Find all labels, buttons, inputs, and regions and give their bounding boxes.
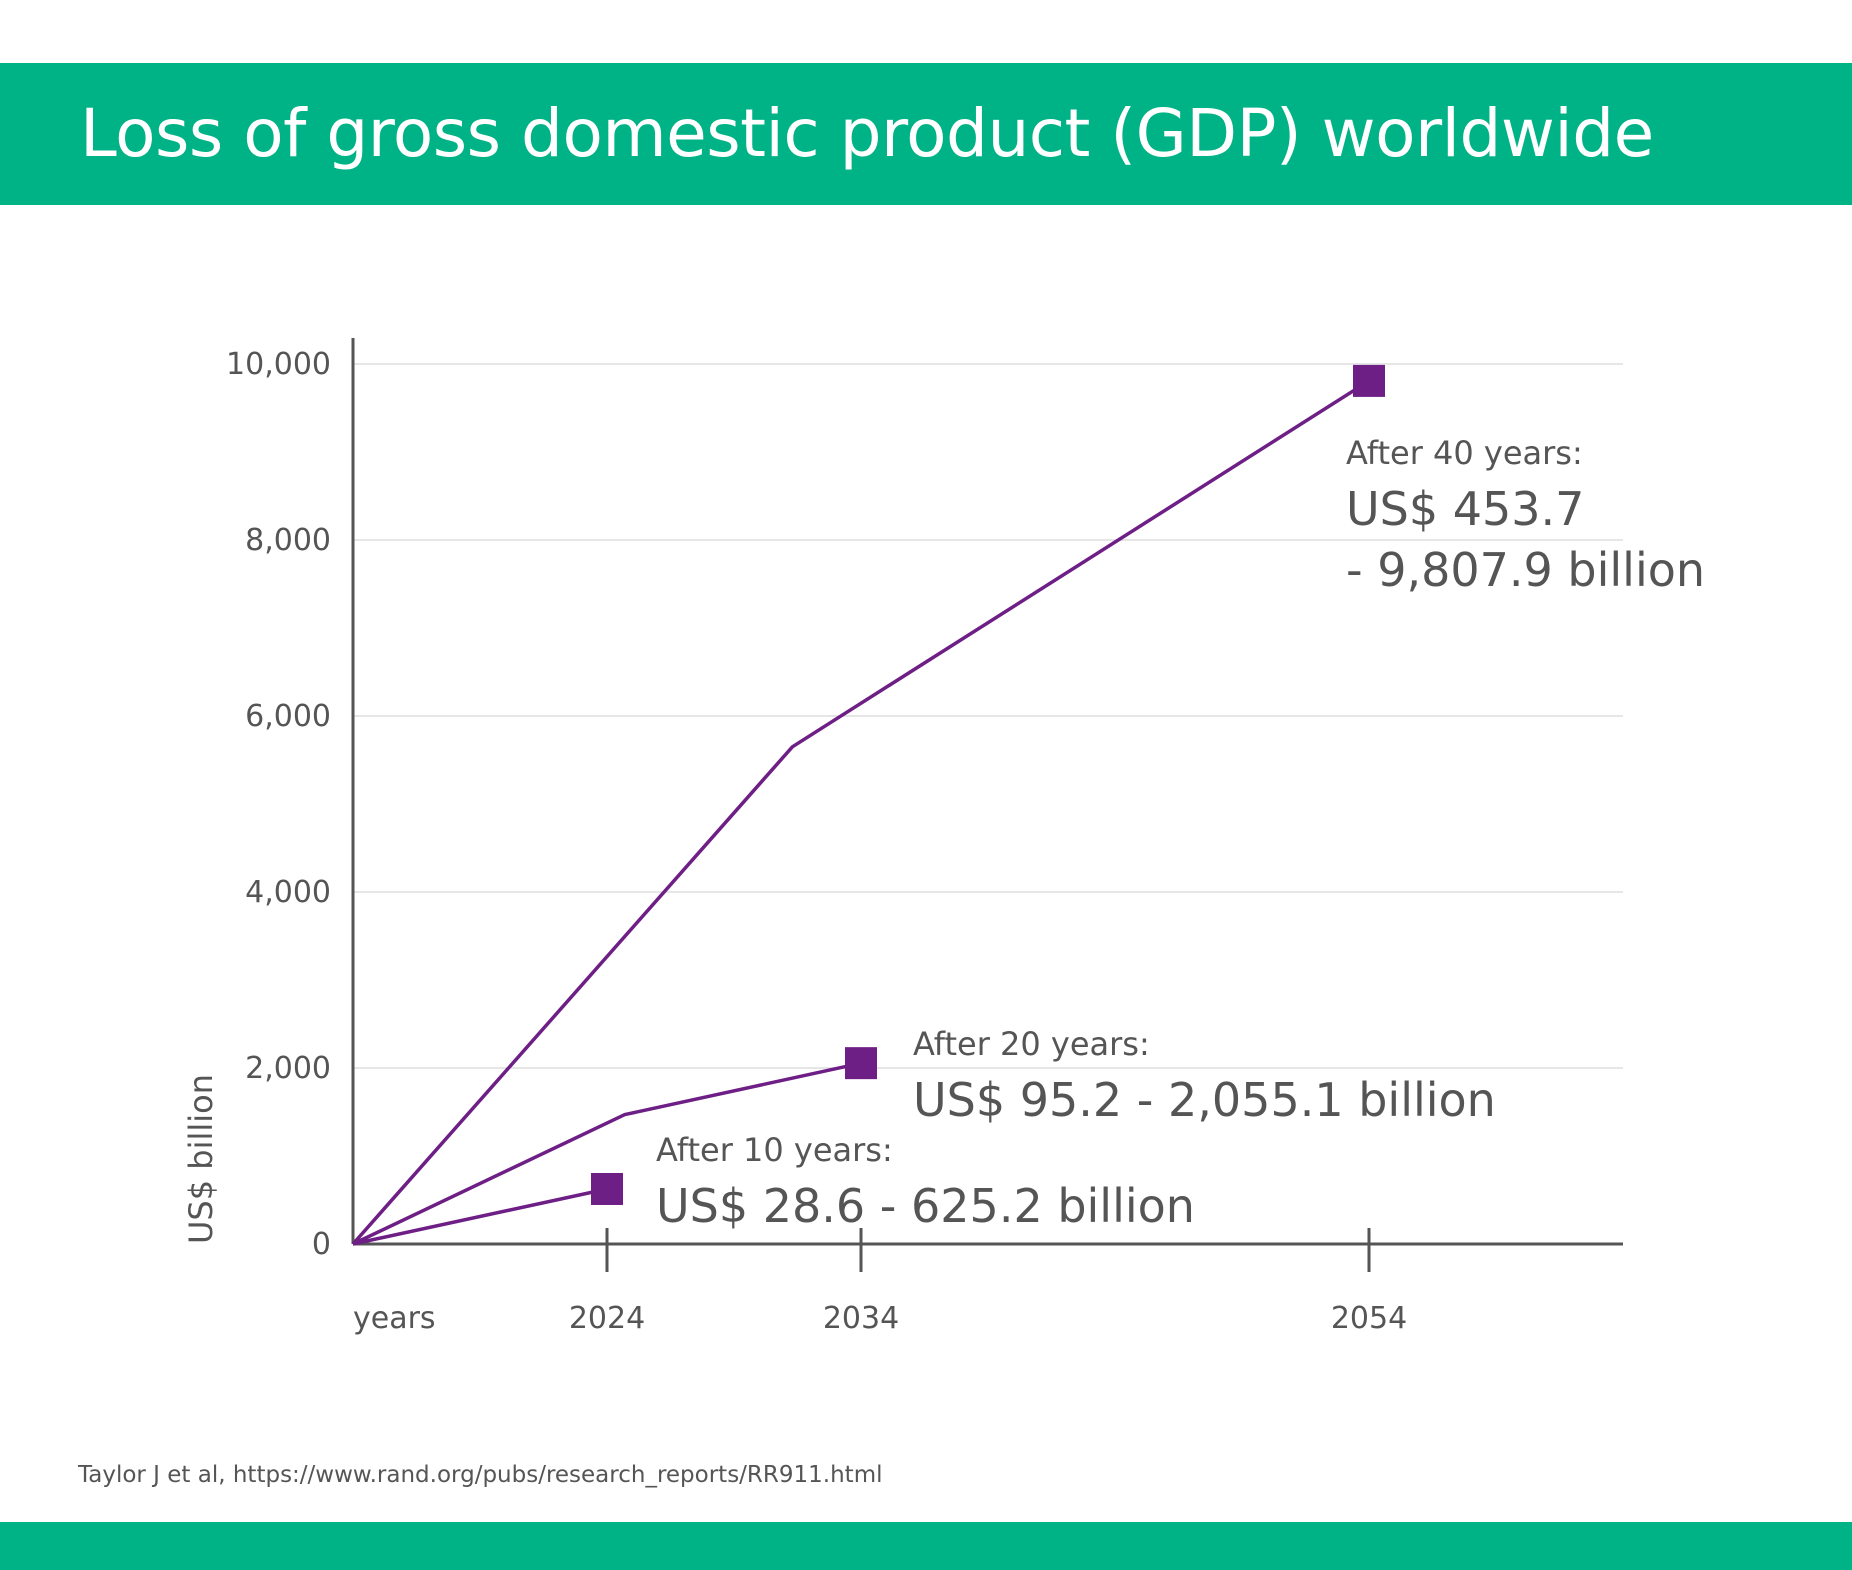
y-tick-label: 6,000 <box>245 699 331 734</box>
annotation-value: US$ 95.2 - 2,055.1 billion <box>913 1073 1496 1127</box>
series-lines <box>351 379 1370 1246</box>
axes <box>351 338 1623 1272</box>
y-tick-label: 2,000 <box>245 1051 331 1086</box>
annotation-value: US$ 28.6 - 625.2 billion <box>656 1179 1195 1233</box>
source-citation: Taylor J et al, https://www.rand.org/pub… <box>78 1462 883 1488</box>
x-axis-label: years <box>353 1301 436 1336</box>
annotation-heading: After 10 years: <box>656 1131 893 1169</box>
annotation-value: US$ 453.7 <box>1346 482 1584 536</box>
series-end-marker <box>845 1047 877 1080</box>
x-tick-label: 2054 <box>1331 1301 1407 1336</box>
x-tick-label: 2024 <box>569 1301 645 1336</box>
x-tick-label: 2034 <box>823 1301 899 1336</box>
annotation-heading: After 40 years: <box>1346 434 1583 472</box>
grid-lines <box>353 363 1623 1069</box>
series-line <box>352 1061 862 1246</box>
series-end-marker <box>1353 364 1385 397</box>
series-end-marker <box>591 1172 623 1205</box>
y-tick-label: 10,000 <box>226 347 331 382</box>
series-line <box>352 1187 608 1246</box>
annotation-value: - 9,807.9 billion <box>1346 543 1705 597</box>
y-tick-label: 0 <box>312 1227 331 1262</box>
y-tick-label: 4,000 <box>245 875 331 910</box>
y-tick-label: 8,000 <box>245 523 331 558</box>
series-line <box>351 379 1370 1246</box>
footer-band <box>0 1522 1852 1570</box>
header-band <box>0 63 1852 205</box>
page-title: Loss of gross domestic product (GDP) wor… <box>80 95 1654 172</box>
annotation-heading: After 20 years: <box>913 1025 1150 1063</box>
chart-labels: 0 2,000 4,000 6,000 8,000 10,000 2024 2034 2054 y… <box>182 347 1705 1336</box>
y-axis-label: US$ billion <box>182 1074 220 1244</box>
series-markers <box>591 364 1385 1205</box>
